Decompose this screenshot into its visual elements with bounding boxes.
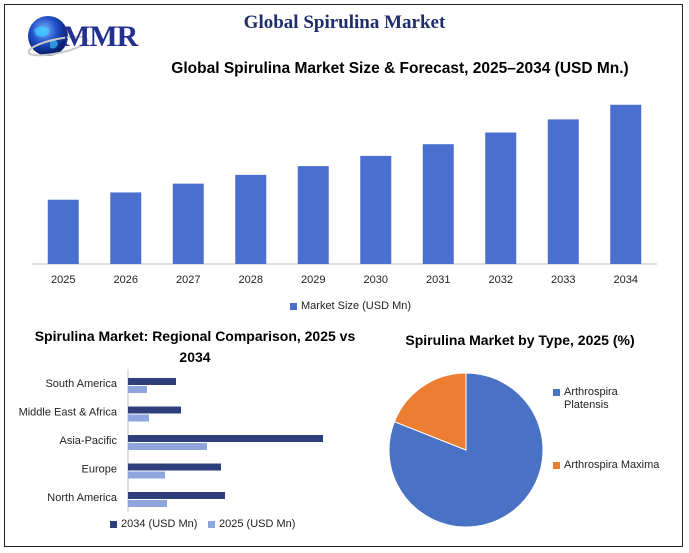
bar-north-america-2025 xyxy=(128,500,167,507)
bar-2033 xyxy=(547,119,579,264)
pie-chart-title: Spirulina Market by Type, 2025 (%) xyxy=(405,332,635,348)
bar-asia-pacific-2034 xyxy=(128,435,323,442)
x-tick-2033: 2033 xyxy=(551,274,575,286)
y-tick-europe: Europe xyxy=(82,464,117,476)
bar-2034 xyxy=(610,104,642,264)
x-tick-2027: 2027 xyxy=(176,274,200,286)
page-title: Global Spirulina Market xyxy=(243,12,446,33)
x-tick-2029: 2029 xyxy=(301,274,325,286)
legend-label-2025: 2025 (USD Mn) xyxy=(219,518,296,530)
pie-legend-maxima: Arthrospira Maxima xyxy=(553,459,659,471)
bar-2031 xyxy=(422,144,454,264)
bar-2030 xyxy=(360,155,392,264)
bar-middle-east-africa-2025 xyxy=(128,414,149,422)
x-tick-2025: 2025 xyxy=(51,274,75,286)
legend-label-platensis: Arthrospira Platensis xyxy=(564,386,618,411)
main-legend: Market Size (USD Mn) xyxy=(290,300,411,312)
pie-slice-arthrospira-maxima xyxy=(393,372,467,451)
legend-label-maxima: Arthrospira Maxima xyxy=(564,459,660,471)
pie-slice-arthrospira-platensis xyxy=(388,372,544,528)
logo-globe xyxy=(27,16,89,57)
bar-south-america-2034 xyxy=(128,378,176,385)
legend-swatch-2025 xyxy=(208,520,215,528)
y-tick-north-america: North America xyxy=(47,492,118,504)
legend-swatch-2034 xyxy=(110,520,117,528)
legend-swatch-market-size xyxy=(290,302,297,310)
y-tick-asia-pacific: Asia-Pacific xyxy=(60,435,118,447)
x-tick-2031: 2031 xyxy=(426,274,450,286)
x-tick-2026: 2026 xyxy=(114,274,138,286)
bar-2028 xyxy=(235,174,267,264)
legend-label-market-size: Market Size (USD Mn) xyxy=(301,300,412,312)
chart-frame xyxy=(4,4,683,547)
pie-legend-platensis: Arthrospira Platensis xyxy=(553,386,663,412)
legend-swatch-maxima xyxy=(553,461,560,469)
main-chart-title: Global Spirulina Market Size & Forecast,… xyxy=(171,60,629,77)
legend-label-2034: 2034 (USD Mn) xyxy=(121,518,198,530)
x-tick-2030: 2030 xyxy=(364,274,388,286)
bar-europe-2034 xyxy=(128,463,221,471)
logo-text: MMR xyxy=(62,20,138,53)
regional-legend-2025: 2025 (USD Mn) xyxy=(208,518,295,530)
bar-2032 xyxy=(485,132,517,264)
legend-swatch-platensis xyxy=(553,389,560,396)
bar-2025 xyxy=(47,199,79,264)
y-tick-middle-east-africa: Middle East & Africa xyxy=(19,407,118,419)
bar-europe-2025 xyxy=(128,471,165,479)
bar-2027 xyxy=(172,183,204,264)
x-tick-2032: 2032 xyxy=(489,274,513,286)
bar-asia-pacific-2025 xyxy=(128,443,207,450)
y-tick-south-america: South America xyxy=(45,378,117,390)
x-tick-2034: 2034 xyxy=(614,274,638,286)
regional-legend-2034: 2034 (USD Mn) xyxy=(110,518,197,530)
bar-2029 xyxy=(297,166,329,264)
bar-2026 xyxy=(110,192,142,264)
bar-south-america-2025 xyxy=(128,386,147,393)
regional-chart-title: Spirulina Market: Regional Comparison, 2… xyxy=(34,328,356,365)
x-tick-2028: 2028 xyxy=(239,274,263,286)
bar-north-america-2034 xyxy=(128,492,225,499)
bar-middle-east-africa-2034 xyxy=(128,406,181,414)
